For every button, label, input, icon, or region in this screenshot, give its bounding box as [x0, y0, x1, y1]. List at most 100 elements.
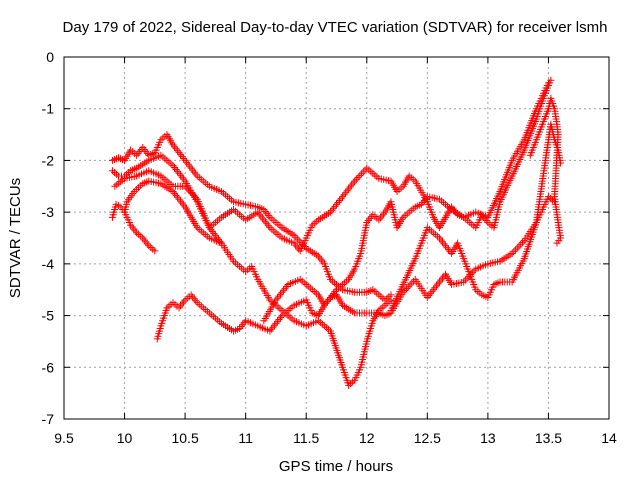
data-point	[184, 160, 192, 168]
y-axis-label: SDTVAR / TECUs	[7, 178, 24, 298]
data-point	[443, 244, 451, 252]
data-point	[140, 236, 148, 244]
x-tick-label: 14	[601, 430, 617, 446]
data-point	[434, 280, 442, 288]
data-point	[345, 185, 353, 193]
series-sat-a	[108, 200, 159, 255]
data-point	[178, 199, 186, 207]
data-point	[181, 156, 189, 164]
data-point	[429, 286, 437, 294]
data-point	[440, 240, 448, 248]
data-point	[329, 204, 337, 212]
data-point	[175, 195, 183, 203]
data-point	[432, 282, 440, 290]
data-point	[346, 183, 354, 191]
data-point	[267, 325, 275, 333]
data-point	[151, 247, 159, 255]
data-point	[171, 189, 179, 197]
data-point	[175, 149, 183, 157]
data-point	[130, 225, 138, 233]
data-point	[420, 197, 428, 205]
x-tick-label: 11	[238, 430, 253, 446]
data-point	[435, 278, 443, 286]
y-tick-label: -5	[42, 308, 55, 324]
data-point	[172, 165, 180, 173]
data-point	[174, 147, 182, 155]
x-tick-label: 11.5	[293, 430, 319, 446]
data-point	[438, 238, 446, 246]
y-tick-label: 0	[46, 49, 54, 65]
x-tick-labels: 9.5 10 10.5 11 11.5 12 12.5 13 13.5 14	[54, 430, 617, 446]
data-point	[180, 298, 188, 306]
data-point	[177, 151, 185, 159]
data-point	[518, 238, 526, 246]
data-point	[276, 314, 284, 322]
data-point	[323, 297, 331, 305]
data-point	[183, 158, 191, 166]
y-tick-labels: 0 -1 -2 -3 -4 -5 -6 -7	[42, 49, 55, 427]
data-point	[437, 276, 445, 284]
data-point	[142, 238, 150, 246]
data-point	[358, 170, 366, 178]
data-point	[544, 79, 552, 87]
data-point	[270, 321, 278, 329]
data-point	[261, 218, 269, 226]
data-point	[131, 227, 139, 235]
data-point	[264, 211, 272, 219]
data-point	[142, 147, 150, 155]
x-tick-label: 13	[480, 430, 496, 446]
data-point	[139, 144, 147, 151]
data-point	[175, 169, 183, 177]
series-sat-g	[387, 120, 565, 314]
data-point	[171, 164, 179, 172]
data-point	[177, 171, 185, 179]
data-point	[186, 162, 194, 170]
data-point	[403, 285, 411, 293]
data-point	[240, 319, 248, 327]
data-point	[180, 154, 188, 162]
data-point	[134, 149, 142, 157]
data-point	[348, 181, 356, 189]
data-point	[189, 293, 197, 301]
data-points	[108, 76, 565, 389]
data-point	[442, 242, 449, 250]
data-point	[275, 292, 283, 300]
data-point	[387, 296, 395, 304]
data-point	[515, 242, 523, 250]
data-point	[337, 195, 345, 203]
series-sat-b	[108, 131, 395, 304]
data-point	[349, 179, 357, 187]
data-point	[512, 246, 520, 254]
data-point	[276, 290, 284, 298]
data-point	[113, 181, 121, 189]
x-tick-label: 9.5	[54, 430, 74, 446]
y-tick-label: -1	[42, 101, 55, 117]
y-tick-label: -6	[42, 359, 55, 375]
data-point	[190, 168, 198, 176]
data-point	[334, 198, 342, 206]
data-point	[263, 209, 271, 217]
data-point	[426, 290, 434, 298]
x-tick-label: 10	[117, 430, 133, 446]
data-point	[316, 254, 324, 262]
data-point	[278, 288, 286, 296]
data-point	[264, 222, 272, 230]
data-point	[140, 145, 148, 153]
data-point	[283, 282, 291, 290]
data-point	[351, 177, 359, 185]
data-point	[553, 239, 561, 247]
data-point	[292, 233, 300, 241]
data-point	[273, 317, 281, 325]
series-sat-i	[526, 94, 565, 247]
series-sat-h	[121, 177, 225, 247]
data-point	[178, 153, 186, 161]
data-point	[513, 244, 521, 252]
data-point	[208, 228, 216, 236]
data-point	[189, 166, 197, 174]
data-point	[354, 173, 362, 181]
data-point	[343, 187, 351, 195]
data-point	[275, 315, 283, 323]
axis-ticks	[63, 56, 610, 420]
data-point	[258, 214, 266, 222]
data-point	[272, 319, 280, 327]
